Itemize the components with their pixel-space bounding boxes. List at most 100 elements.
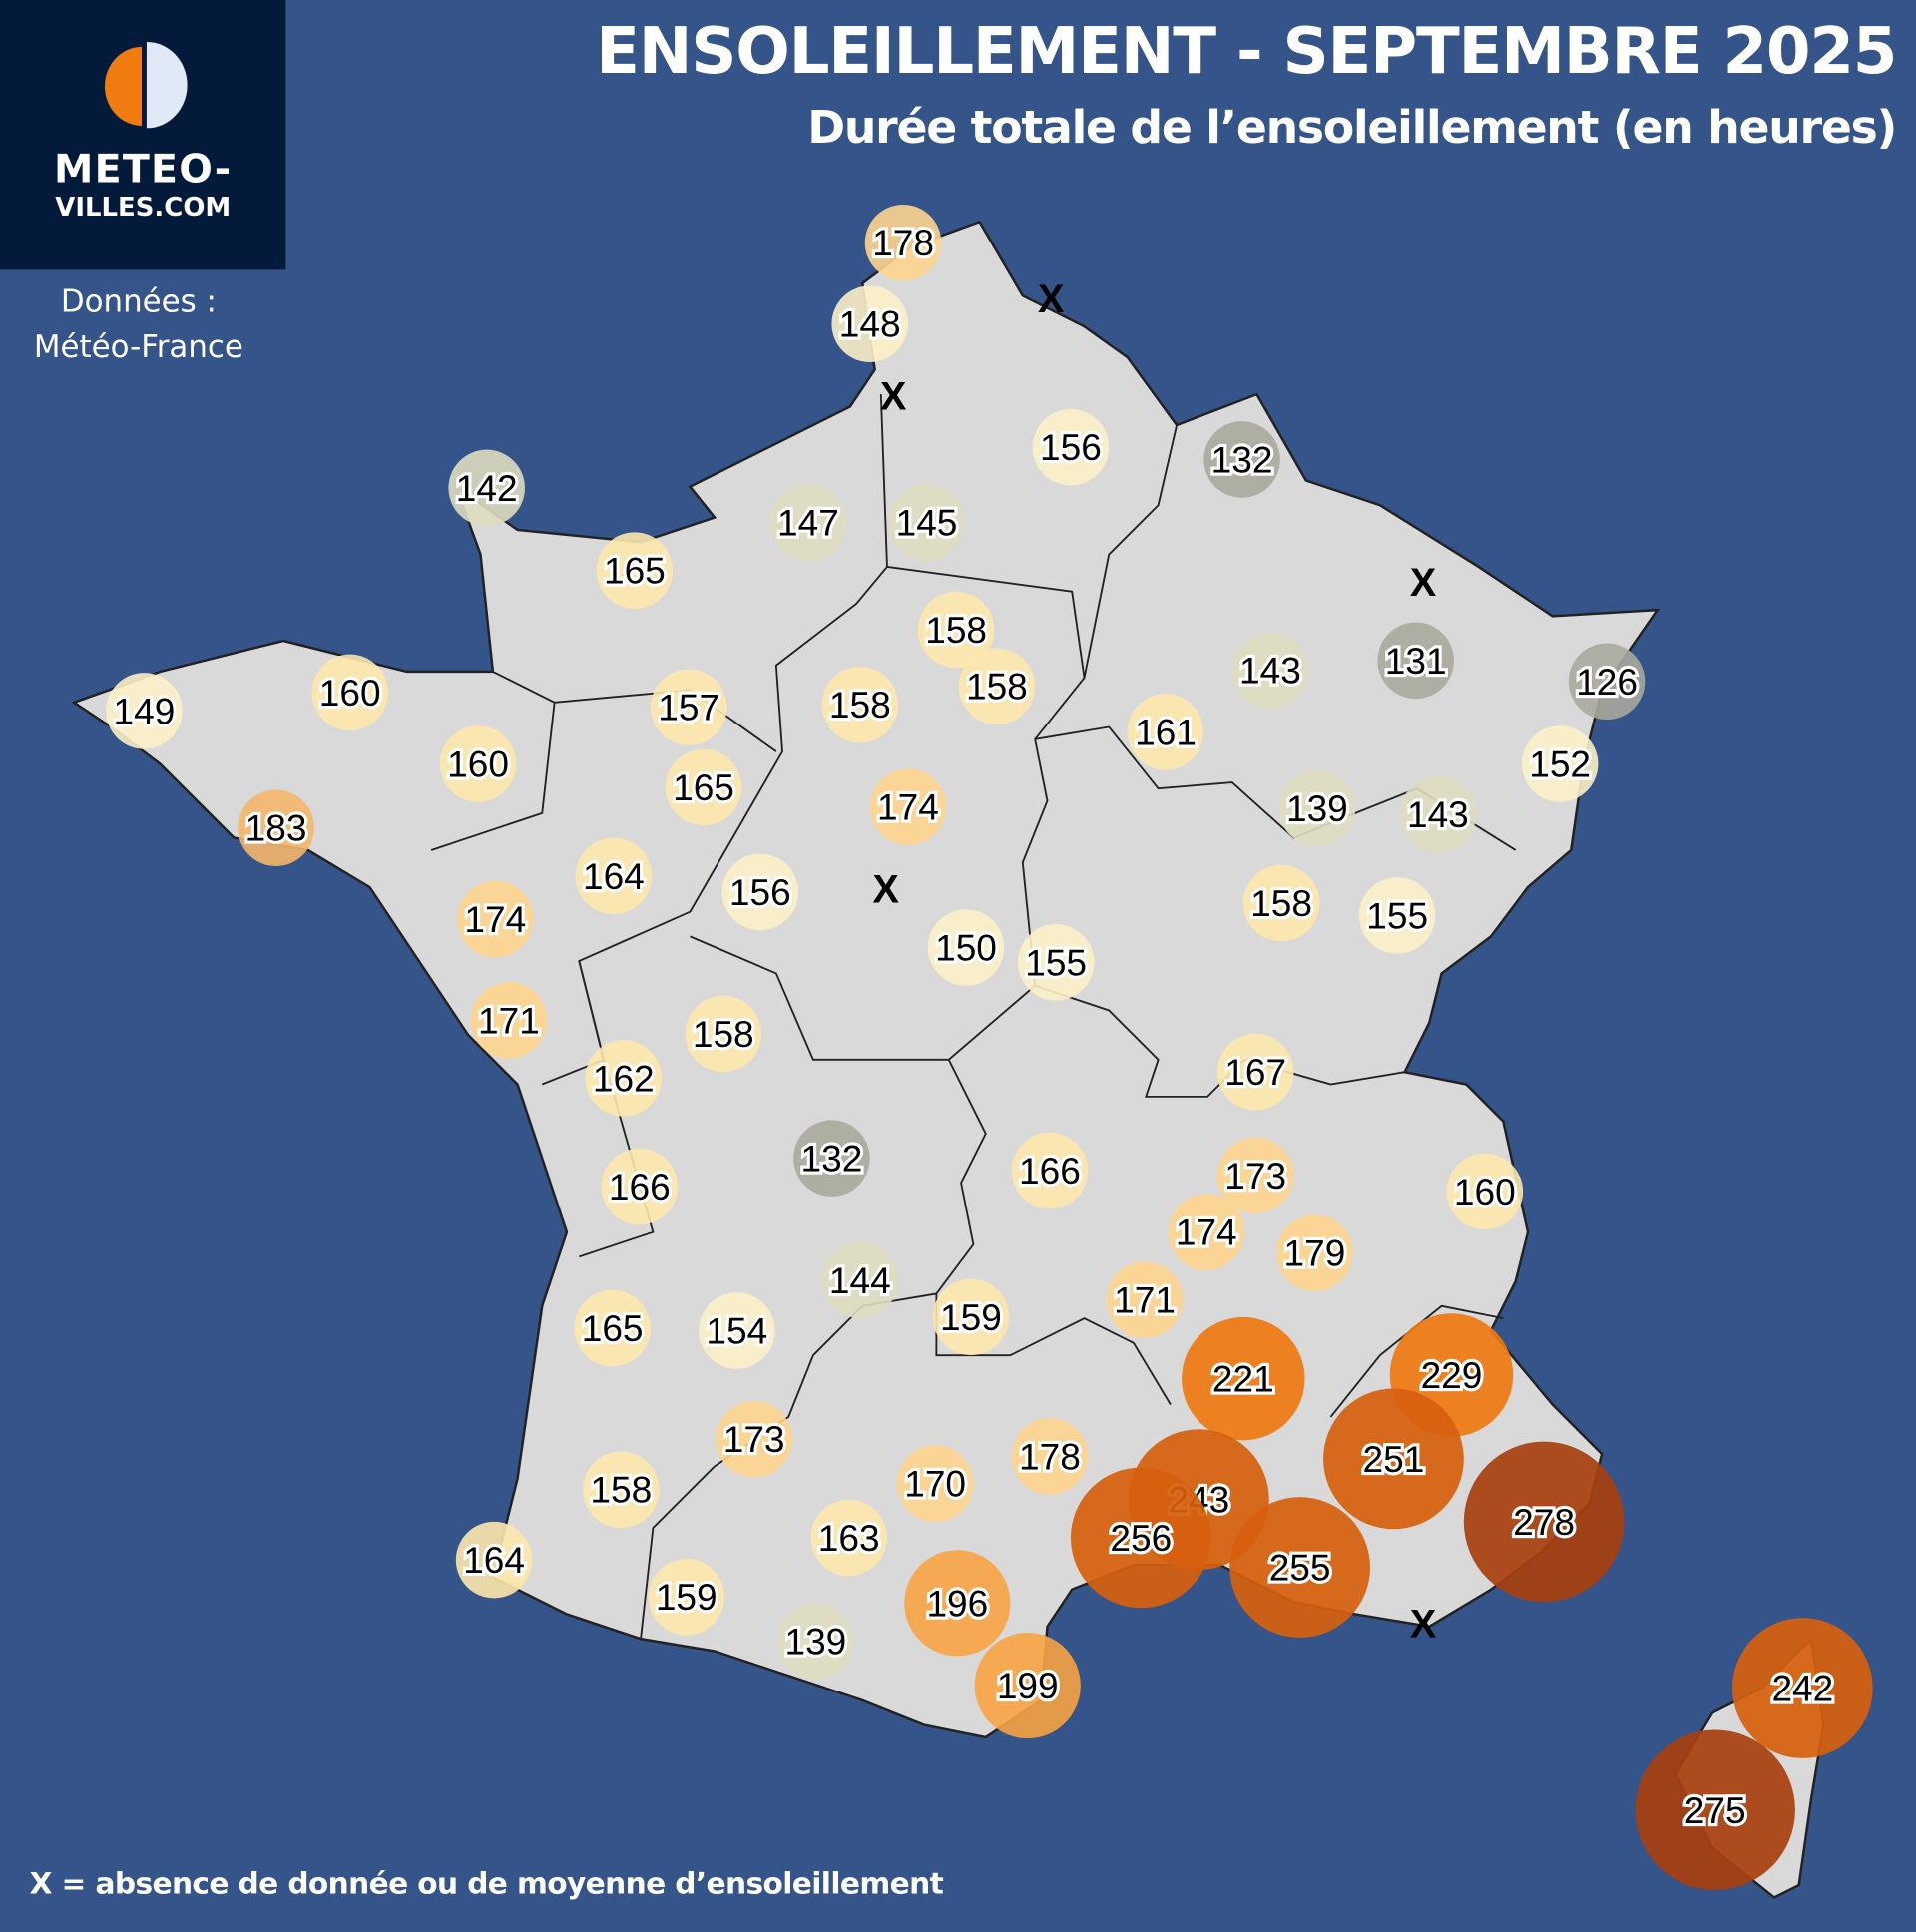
- station-circle: [1242, 864, 1320, 942]
- station-marker: 166: [601, 1148, 679, 1225]
- station-circle: [831, 285, 908, 363]
- page-title: ENSOLEILLEMENT - SEPTEMBRE 2025: [596, 14, 1897, 89]
- station-value: 147: [777, 502, 839, 544]
- missing-data-x: X: [1410, 1602, 1436, 1646]
- station-circle: [1446, 1153, 1524, 1230]
- station-marker: 173: [1216, 1137, 1294, 1214]
- station-circle: [583, 1451, 660, 1529]
- station-circle: [917, 591, 995, 669]
- station-marker: 143: [1399, 775, 1477, 853]
- station-circle: [1231, 632, 1309, 709]
- station-value: 126: [1576, 661, 1638, 703]
- missing-data-x: X: [1038, 277, 1064, 321]
- station-value: 154: [706, 1309, 767, 1351]
- station-marker: 131: [1377, 622, 1454, 700]
- station-value: 144: [829, 1259, 891, 1301]
- station-circle: [904, 1550, 1011, 1657]
- station-circle: [821, 1241, 899, 1319]
- station-circle: [1276, 1214, 1353, 1291]
- station-value: 183: [245, 807, 307, 849]
- station-marker: 179: [1276, 1214, 1353, 1291]
- station-value: 131: [1385, 640, 1447, 682]
- station-circle: [716, 1400, 792, 1478]
- station-marker: 154: [699, 1292, 775, 1369]
- station-value: 166: [1019, 1150, 1081, 1192]
- station-circle: [1399, 775, 1477, 853]
- station-circle: [448, 449, 525, 527]
- station-value: 178: [1019, 1435, 1081, 1477]
- station-marker: 158: [958, 648, 1036, 725]
- station-value: 149: [114, 690, 176, 731]
- station-value: 199: [997, 1665, 1059, 1706]
- station-value: 229: [1421, 1354, 1483, 1396]
- station-value: 155: [1025, 941, 1087, 983]
- station-value: 275: [1684, 1789, 1746, 1831]
- station-marker: 164: [455, 1521, 533, 1599]
- station-value: 150: [935, 926, 997, 968]
- data-source: Données : Météo-France: [0, 278, 277, 369]
- station-circle: [1127, 694, 1204, 770]
- station-marker: 278: [1463, 1441, 1625, 1603]
- station-circle: [1168, 1194, 1245, 1270]
- station-circle: [1323, 1388, 1464, 1530]
- station-marker: 199: [974, 1632, 1081, 1739]
- station-circle: [927, 909, 1005, 986]
- station-marker: 160: [439, 725, 517, 802]
- station-marker: 171: [1106, 1261, 1184, 1338]
- station-value: 132: [801, 1138, 863, 1180]
- station-value: 251: [1363, 1438, 1425, 1480]
- station-circle: [958, 648, 1036, 725]
- station-circle: [1011, 1418, 1089, 1495]
- station-value: 242: [1771, 1668, 1833, 1709]
- station-circle: [1011, 1132, 1089, 1209]
- station-value: 171: [1114, 1279, 1176, 1321]
- station-circle: [869, 768, 947, 846]
- station-circle: [585, 1040, 663, 1117]
- station-marker: 156: [721, 853, 799, 931]
- station-value: 163: [818, 1517, 880, 1559]
- station-value: 170: [904, 1463, 966, 1505]
- station-value: 158: [1250, 882, 1312, 924]
- station-marker: 132: [1203, 421, 1280, 498]
- station-marker: 165: [596, 532, 674, 609]
- station-circle: [1377, 622, 1454, 700]
- station-marker: 156: [1032, 408, 1110, 486]
- station-circle: [888, 484, 965, 561]
- station-marker: 160: [1446, 1153, 1524, 1230]
- station-marker: 161: [1127, 694, 1204, 770]
- station-value: 145: [896, 502, 958, 544]
- station-value: 142: [456, 467, 518, 509]
- station-value: 164: [583, 855, 645, 897]
- station-value: 165: [604, 550, 666, 592]
- station-value: 158: [693, 1013, 754, 1055]
- station-marker: 155: [1358, 877, 1436, 954]
- station-circle: [106, 673, 183, 749]
- station-marker: 251: [1323, 1388, 1464, 1530]
- station-circle: [1017, 924, 1095, 1001]
- station-value: 160: [447, 743, 509, 785]
- station-marker: 147: [769, 484, 847, 561]
- station-value: 143: [1407, 793, 1469, 835]
- station-circle: [665, 748, 742, 826]
- station-marker: 166: [1011, 1132, 1089, 1209]
- station-value: 174: [464, 898, 526, 940]
- station-circle: [699, 1292, 775, 1369]
- station-circle: [596, 532, 674, 609]
- station-circle: [575, 837, 653, 915]
- station-marker: 275: [1635, 1729, 1795, 1891]
- station-value: 160: [1454, 1171, 1516, 1212]
- station-value: 155: [1366, 894, 1428, 936]
- logo-text-line2: VILLES.COM: [55, 192, 232, 223]
- station-value: 162: [593, 1057, 655, 1099]
- station-value: 139: [1286, 787, 1348, 829]
- station-marker: 174: [1168, 1194, 1245, 1270]
- station-marker: 159: [932, 1278, 1010, 1356]
- station-value: 152: [1529, 743, 1591, 785]
- station-value: 255: [1269, 1547, 1331, 1589]
- station-value: 139: [784, 1621, 846, 1663]
- missing-data-x: X: [1410, 561, 1436, 605]
- station-value: 164: [463, 1539, 525, 1581]
- station-circle: [1731, 1618, 1873, 1758]
